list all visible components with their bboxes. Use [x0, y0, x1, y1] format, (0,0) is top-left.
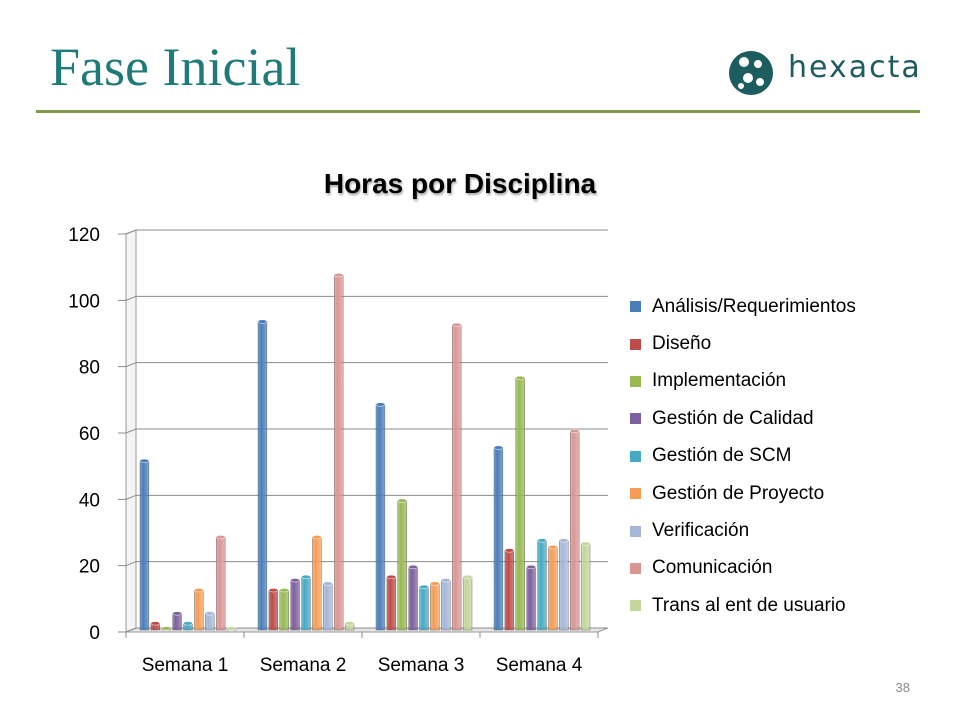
y-tick-label: 60	[79, 424, 100, 445]
x-tick-label: Semana 2	[260, 655, 347, 676]
bar	[493, 445, 504, 631]
legend-label: Gestión de Calidad	[652, 407, 814, 429]
legend-label: Gestión de Proyecto	[652, 482, 825, 504]
bar	[150, 621, 161, 631]
legend-label: Análisis/Requerimientos	[652, 295, 856, 317]
logo-text: hexacta	[788, 50, 922, 85]
legend-swatch	[630, 525, 641, 537]
y-tick-label: 80	[79, 358, 100, 379]
legend-item: Verificación	[630, 512, 856, 549]
bar	[279, 588, 289, 631]
legend-label: Gestión de SCM	[652, 445, 792, 467]
bar	[344, 621, 355, 631]
title-divider	[36, 110, 920, 113]
legend-swatch	[630, 338, 641, 350]
y-tick-label: 40	[79, 490, 100, 511]
legend-item: Comunicación	[630, 550, 856, 587]
bar	[504, 548, 515, 631]
hexacta-logo: hexacta	[726, 40, 926, 106]
gridline	[118, 295, 608, 301]
bar	[451, 322, 462, 631]
bar	[333, 273, 344, 631]
bar	[526, 564, 536, 631]
gridline	[118, 561, 608, 567]
chart-title: Horas por Disciplina	[323, 168, 597, 199]
bar	[419, 584, 429, 631]
bar	[462, 574, 473, 631]
hexacta-logo-icon	[729, 51, 773, 95]
x-tick-label: Semana 3	[378, 655, 465, 676]
bar	[559, 538, 569, 631]
bar	[430, 581, 440, 631]
legend-swatch	[630, 413, 641, 425]
bar	[323, 581, 333, 631]
bar	[312, 535, 322, 631]
bar	[408, 564, 418, 631]
chart-legend: Análisis/Requerimientos Diseño Implementac…	[630, 288, 856, 625]
legend-item: Gestión de Proyecto	[630, 475, 856, 512]
legend-label: Implementación	[652, 370, 787, 392]
x-tick-label: Semana 1	[142, 655, 229, 676]
y-tick-label: 20	[79, 557, 100, 578]
bar	[580, 541, 591, 631]
bar	[441, 578, 451, 631]
legend-label: Trans al ent de usuario	[652, 594, 846, 616]
gridline	[118, 494, 608, 500]
y-tick-label: 120	[68, 225, 100, 246]
legend-label: Verificación	[652, 520, 750, 542]
legend-swatch	[630, 600, 641, 612]
x-tick-label: Semana 4	[496, 655, 583, 676]
legend-item: Gestión de SCM	[630, 438, 856, 475]
bar	[215, 535, 226, 631]
bar	[386, 574, 397, 631]
bar	[172, 611, 182, 631]
legend-label: Comunicación	[652, 557, 773, 579]
slide-title: Fase Inicial	[50, 37, 301, 97]
bar	[301, 574, 311, 631]
legend-item: Trans al ent de usuario	[630, 587, 856, 624]
y-tick-label: 100	[68, 291, 100, 312]
bar	[537, 538, 547, 631]
gridline	[118, 229, 608, 235]
legend-label: Diseño	[652, 333, 712, 355]
page-number: 38	[895, 680, 910, 695]
bar	[257, 319, 268, 631]
gridline	[118, 428, 608, 434]
bar	[515, 375, 525, 631]
legend-swatch	[630, 375, 641, 387]
bar	[569, 428, 580, 631]
bar	[290, 578, 300, 631]
legend-item: Análisis/Requerimientos	[630, 288, 856, 325]
legend-swatch	[630, 450, 641, 462]
legend-swatch	[630, 301, 641, 313]
bar	[397, 498, 407, 631]
bar	[139, 458, 150, 631]
y-tick-label: 0	[89, 623, 100, 644]
bar	[194, 588, 204, 631]
bar	[548, 545, 558, 631]
gridline	[118, 362, 608, 368]
legend-item: Implementación	[630, 363, 856, 400]
bar	[226, 626, 237, 631]
legend-swatch	[630, 488, 641, 500]
bar	[375, 402, 386, 631]
legend-item: Gestión de Calidad	[630, 400, 856, 437]
bar	[268, 588, 279, 631]
bar	[161, 626, 171, 631]
bar	[183, 621, 193, 631]
legend-swatch	[630, 562, 641, 574]
bar	[205, 611, 215, 631]
legend-item: Diseño	[630, 325, 856, 362]
gridline	[118, 627, 608, 633]
